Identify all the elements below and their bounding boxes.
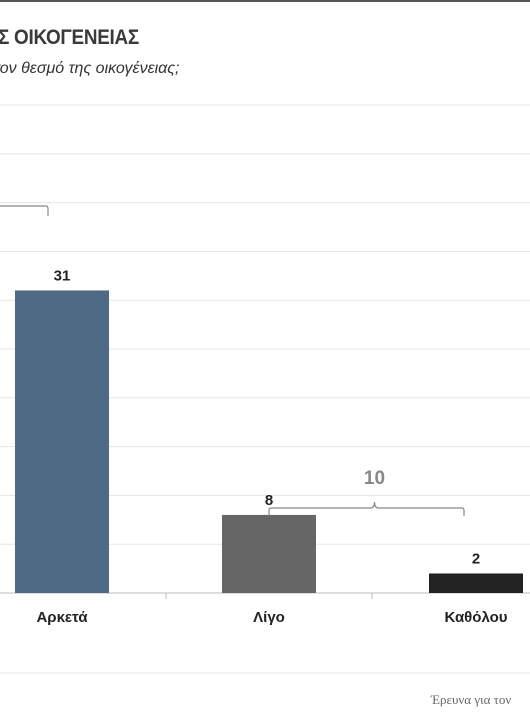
group-total-label: 10 (364, 468, 385, 489)
group-bracket-partial (0, 205, 49, 216)
bar-1 (15, 290, 109, 593)
group-bracket (268, 501, 465, 516)
chart-title: Σ ΟΙΚΟΓΕΝΕΙΑΣ (0, 26, 139, 49)
chart-subtitle: τον θεσμό της οικογένειας; (0, 60, 180, 77)
x-tick-label: Αρκετά (36, 609, 88, 626)
data-label: 31 (54, 267, 71, 284)
bar-2 (222, 514, 316, 593)
x-tick-label: Καθόλου (444, 609, 507, 626)
source-note: Έρευνα για τον (431, 692, 512, 707)
data-label: 8 (265, 492, 273, 509)
bar-3 (429, 573, 523, 593)
top-rule (0, 0, 530, 2)
x-tick-label: Λίγο (253, 609, 285, 626)
data-label: 2 (472, 550, 480, 567)
